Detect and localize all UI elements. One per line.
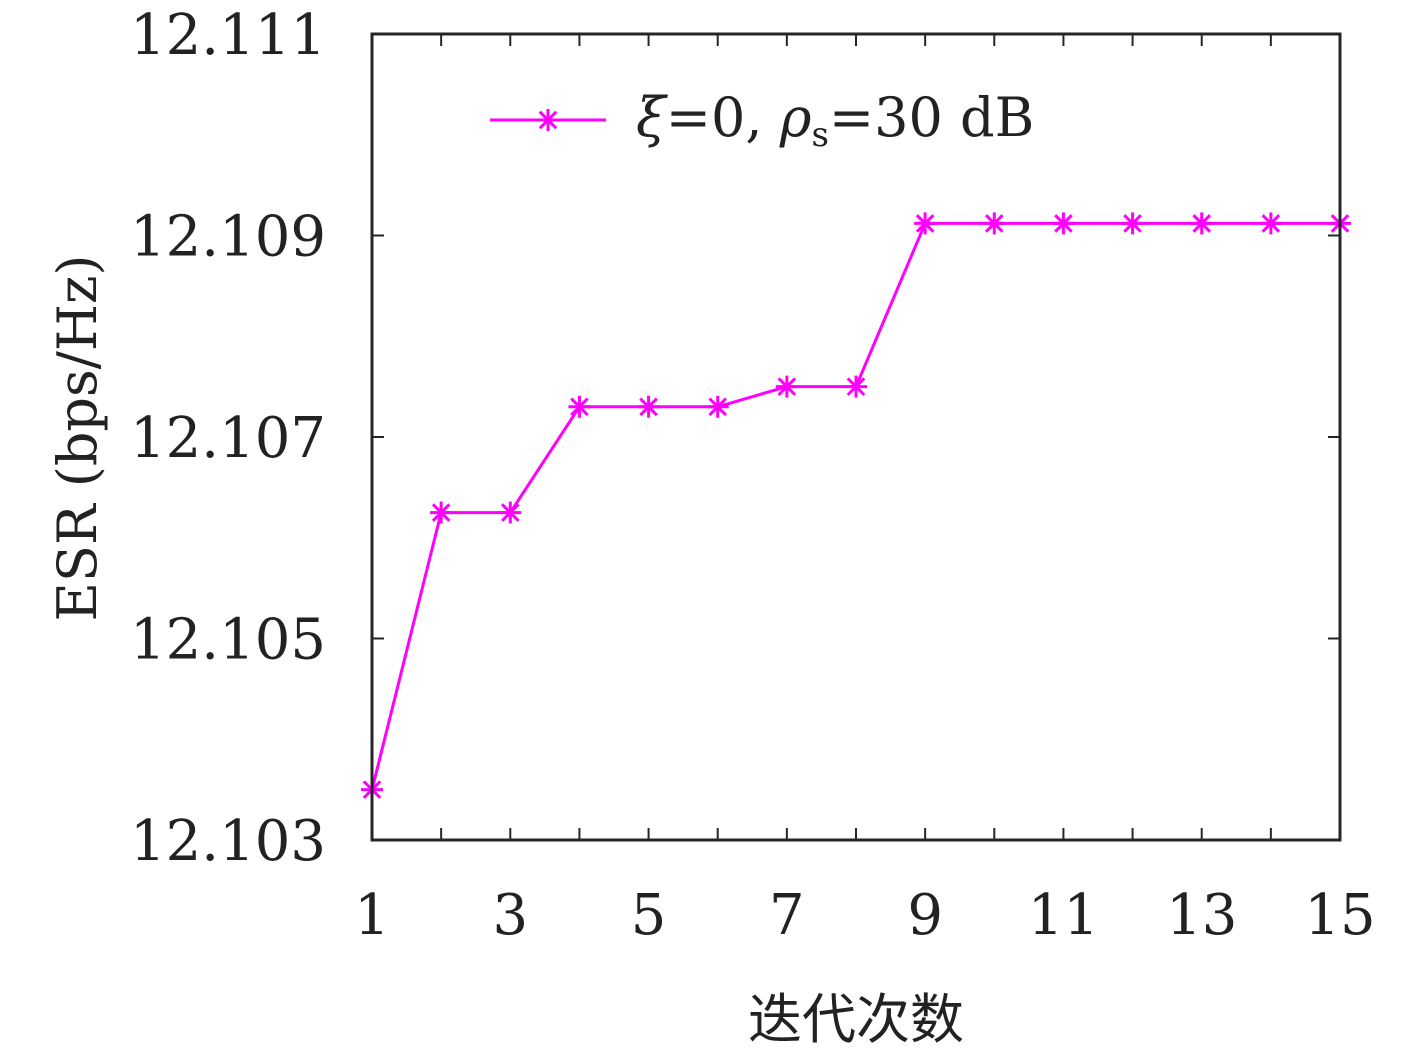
data-point [706,395,729,418]
x-tick-label: 13 [1166,883,1237,948]
axes-frame [370,32,1342,842]
data-point [568,395,591,418]
data-point [914,212,937,235]
x-tick-label: 9 [907,883,943,948]
data-point [775,375,798,398]
legend: ξ=0, ρs=30 dB [490,86,1034,155]
y-tick-label: 12.109 [130,205,326,270]
x-tick-label: 3 [492,883,528,948]
y-tick-label: 12.105 [130,608,326,673]
data-point [1121,212,1144,235]
y-axis-label: ESR (bps/Hz) [46,255,109,622]
data-point [1190,212,1213,235]
x-tick-label: 7 [769,883,805,948]
x-tick-label: 11 [1028,883,1099,948]
legend-marker [537,109,559,131]
data-point [637,395,660,418]
y-tick-label: 12.111 [130,3,326,68]
data-point [1259,212,1282,235]
data-point [845,375,867,398]
legend-marker-symbol [537,109,559,131]
y-tick-label: 12.103 [130,809,326,874]
x-tick-label: 1 [354,883,390,948]
x-tick-label: 15 [1304,883,1375,948]
x-axis-label: 迭代次数 [748,988,964,1051]
data-point [430,501,453,524]
y-tick-label: 12.107 [130,406,326,471]
legend-label: ξ=0, ρs=30 dB [636,86,1034,155]
data-point [499,501,522,524]
data-point [1052,212,1075,235]
x-tick-label: 5 [631,883,667,948]
data-point [983,212,1006,235]
